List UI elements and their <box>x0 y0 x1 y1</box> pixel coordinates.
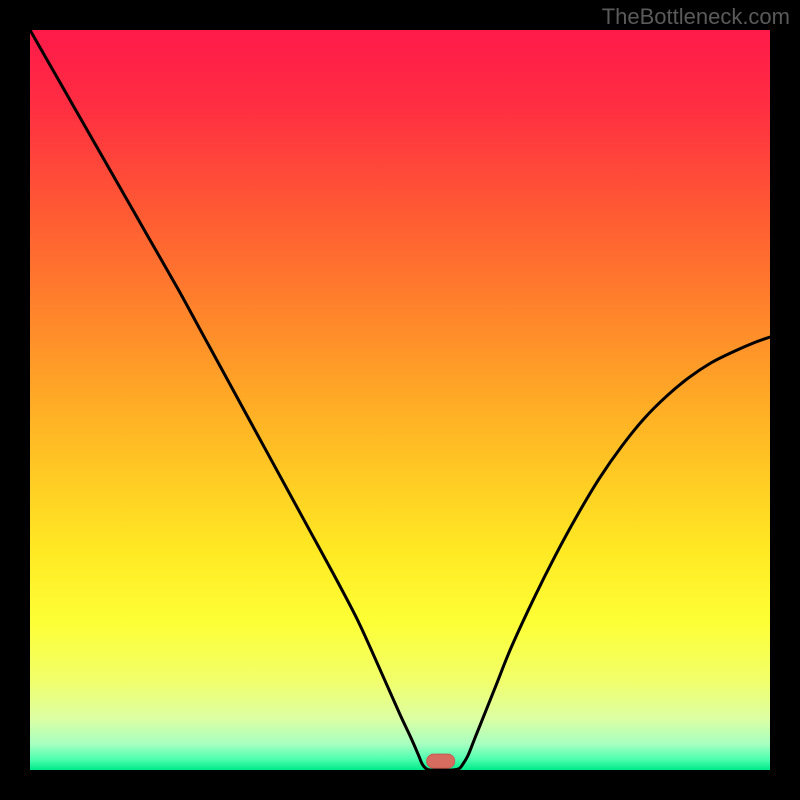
plot-background <box>30 30 770 770</box>
optimum-marker <box>427 754 455 768</box>
watermark-text: TheBottleneck.com <box>602 4 790 30</box>
bottleneck-chart <box>0 0 800 800</box>
chart-stage: TheBottleneck.com <box>0 0 800 800</box>
